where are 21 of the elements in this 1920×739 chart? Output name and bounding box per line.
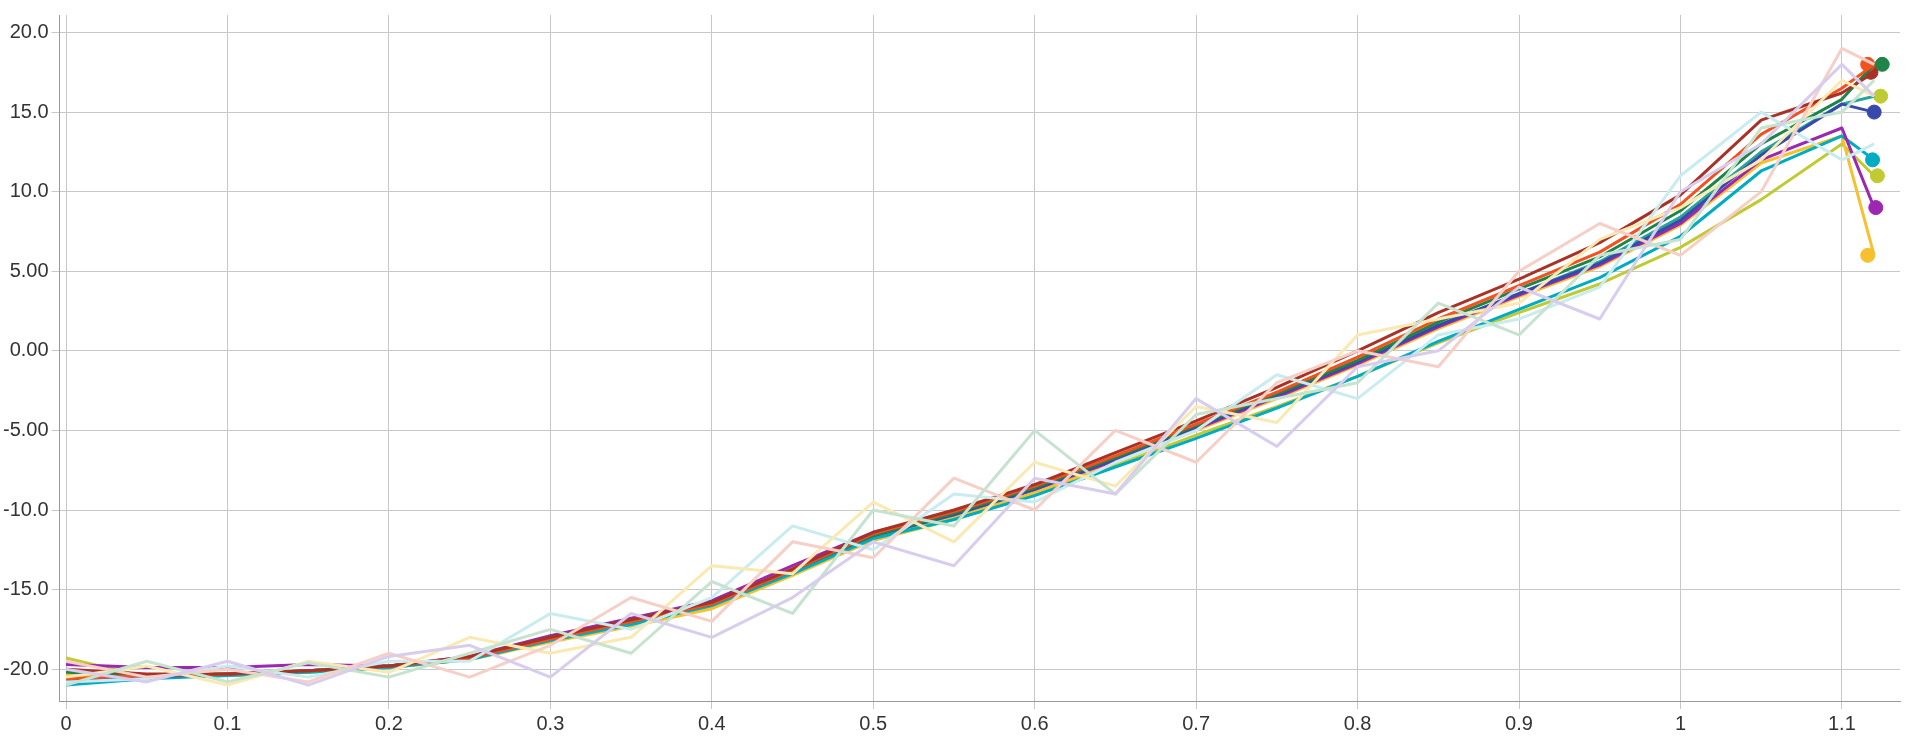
x-tick-label: 0.3 — [536, 711, 565, 734]
y-tick-label: 5.00 — [9, 258, 49, 281]
x-tick-label: 0.5 — [859, 711, 888, 734]
y-tick-label: 20.0 — [9, 20, 49, 43]
y-tick-label: 15.0 — [9, 99, 49, 122]
y-tick-label: -5.00 — [2, 417, 49, 440]
x-tick-label: 1.1 — [1827, 711, 1856, 734]
y-tick-label: -15.0 — [2, 577, 49, 600]
x-tick-label: 0.7 — [1182, 711, 1211, 734]
x-tick-label: 0.2 — [375, 711, 403, 734]
x-tick-label: 0.4 — [697, 711, 726, 734]
x-tick-label: 0.8 — [1343, 711, 1372, 734]
x-tick-label: 1 — [1674, 711, 1686, 734]
x-tick-label: 0.1 — [213, 711, 242, 734]
y-tick-label: -20.0 — [2, 656, 49, 679]
y-tick-label: 0.00 — [9, 338, 49, 361]
x-tick-label: 0 — [60, 711, 72, 734]
x-tick-label: 0.9 — [1505, 711, 1533, 734]
x-tick-label: 0.6 — [1020, 711, 1049, 734]
y-tick-label: 10.0 — [9, 179, 49, 202]
y-tick-label: -10.0 — [2, 497, 49, 520]
